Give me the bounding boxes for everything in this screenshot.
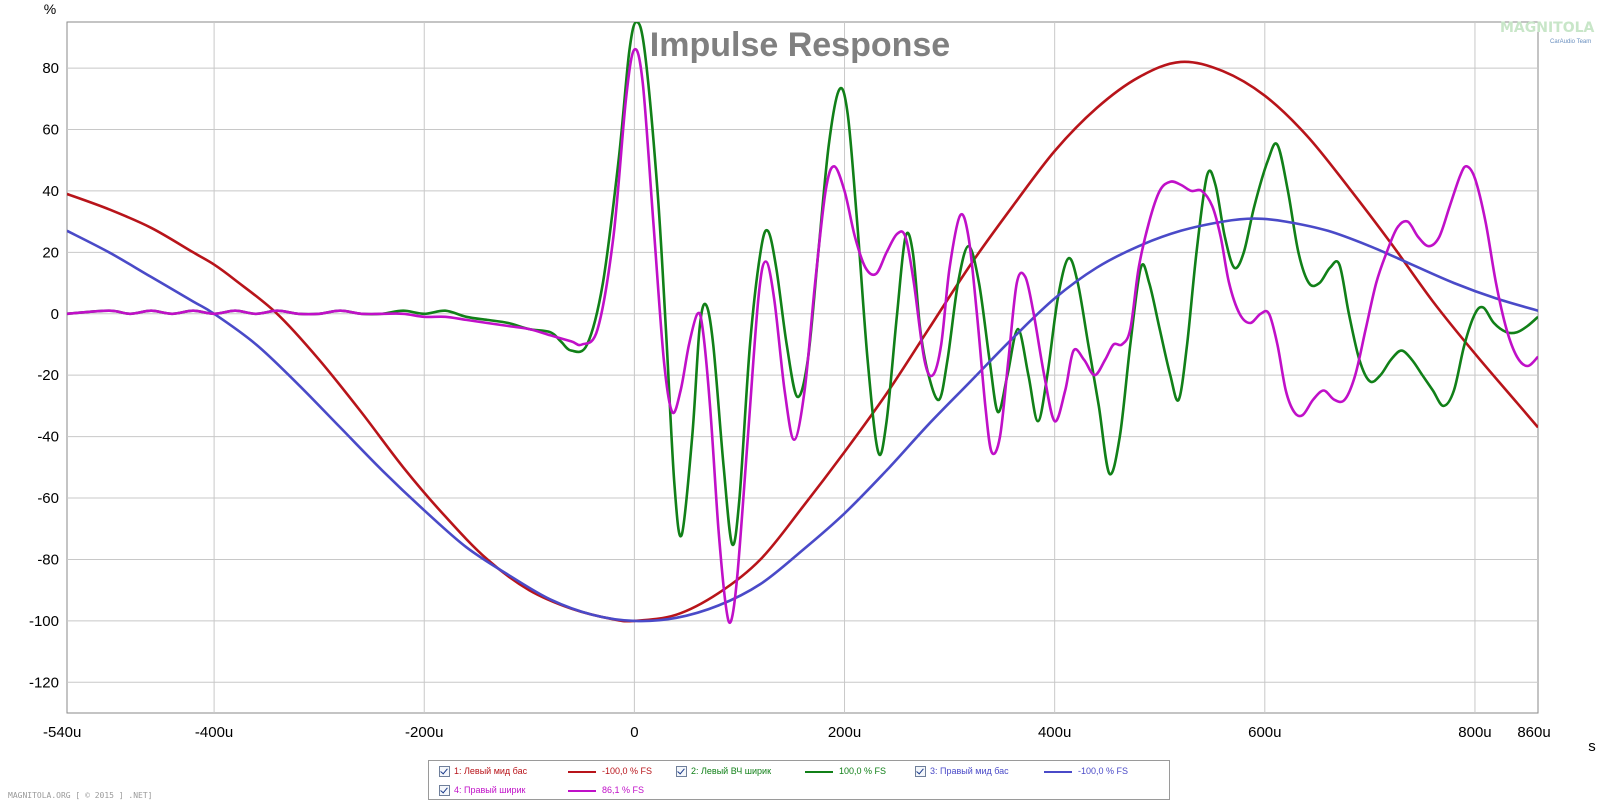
legend-line-swatch — [568, 770, 596, 773]
series-line-4 — [67, 47, 1538, 625]
legend: 1: Левый мид бас -100,0 % FS 2: Левый ВЧ ш… — [428, 760, 1170, 800]
y-tick-label: -80 — [37, 551, 59, 568]
y-tick-label: 60 — [42, 121, 59, 138]
legend-value-label: -100,0 % FS — [602, 766, 653, 776]
y-tick-label: -120 — [29, 674, 59, 691]
legend-checkbox[interactable] — [676, 766, 687, 778]
legend-series-name: 2: Левый ВЧ ширик — [691, 766, 772, 776]
x-tick-label: 200u — [828, 724, 861, 741]
x-tick-label: -400u — [195, 724, 233, 741]
grid — [67, 22, 1538, 713]
x-tick-label: 800u — [1458, 724, 1491, 741]
plot-area — [66, 21, 1539, 714]
x-tick-label: 860u — [1517, 724, 1550, 741]
legend-value-label: 100,0 % FS — [839, 766, 887, 776]
legend-line-swatch — [805, 770, 833, 773]
watermark-text: MAGNITOLA.ORG [ © 2015 ] .NET] — [8, 791, 153, 800]
legend-value-label: 86,1 % FS — [602, 785, 645, 795]
legend-checkbox[interactable] — [915, 766, 926, 778]
y-tick-label: -20 — [37, 367, 59, 384]
legend-item-1[interactable]: 1: Левый мид бас -100,0 % FS — [439, 763, 652, 779]
logo-text: MAGNITOLA — [1500, 20, 1595, 36]
x-tick-label: 600u — [1248, 724, 1281, 741]
y-tick-label: -40 — [37, 429, 59, 446]
y-tick-label: -60 — [37, 490, 59, 507]
logo-subtitle: CarAudio Team — [1550, 39, 1592, 45]
legend-line-swatch — [1044, 770, 1072, 773]
legend-checkbox[interactable] — [439, 785, 450, 797]
x-axis-unit: s — [1588, 738, 1596, 755]
legend-series-name: 3: Правый мид бас — [930, 766, 1009, 776]
series-group — [67, 22, 1538, 625]
legend-checkbox[interactable] — [439, 766, 450, 778]
series-line-3 — [67, 217, 1538, 623]
y-tick-label: 0 — [51, 306, 59, 323]
y-tick-label: 40 — [42, 183, 59, 200]
y-tick-label: 80 — [42, 60, 59, 77]
legend-item-3[interactable]: 3: Правый мид бас -100,0 % FS — [915, 763, 1128, 779]
legend-line-swatch — [568, 789, 596, 792]
y-tick-label: -100 — [29, 613, 59, 630]
legend-series-name: 4: Правый ширик — [454, 785, 526, 795]
legend-item-4[interactable]: 4: Правый ширик 86,1 % FS — [439, 782, 644, 798]
x-tick-label: -200u — [405, 724, 443, 741]
series-line-1 — [67, 60, 1538, 623]
x-tick-label: 400u — [1038, 724, 1071, 741]
legend-value-label: -100,0 % FS — [1078, 766, 1129, 776]
y-tick-label: 20 — [42, 244, 59, 261]
site-logo: MAGNITOLA CarAudio Team — [1500, 20, 1594, 50]
legend-item-2[interactable]: 2: Левый ВЧ ширик 100,0 % FS — [676, 763, 886, 779]
x-tick-label: 0 — [630, 724, 638, 741]
y-axis-unit: % — [44, 1, 56, 17]
chart-title: Impulse Response — [650, 26, 950, 64]
ticks: 80 60 40 20 0 -20 -40 -60 -80 -100 -120 -540u -400u -… — [29, 60, 1551, 741]
x-tick-label: -540u — [43, 724, 81, 741]
legend-series-name: 1: Левый мид бас — [454, 766, 528, 776]
